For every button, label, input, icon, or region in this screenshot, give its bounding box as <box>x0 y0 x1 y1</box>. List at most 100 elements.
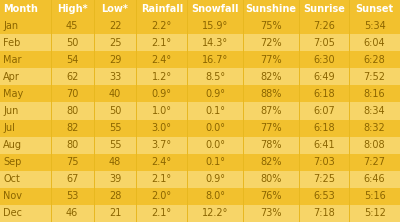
Text: 2.4°: 2.4° <box>152 157 172 167</box>
Bar <box>0 68 400 85</box>
Text: 46: 46 <box>66 208 78 218</box>
Text: Aug: Aug <box>3 140 22 150</box>
Text: 3.0°: 3.0° <box>152 123 172 133</box>
Text: 5:12: 5:12 <box>364 208 386 218</box>
Text: 0.0°: 0.0° <box>205 140 225 150</box>
Text: 53: 53 <box>66 191 78 201</box>
Bar <box>0 17 400 34</box>
Text: 5:34: 5:34 <box>364 21 386 31</box>
Text: 2.1°: 2.1° <box>152 208 172 218</box>
Text: 0.9°: 0.9° <box>205 89 225 99</box>
Text: 8:34: 8:34 <box>364 106 386 116</box>
Text: Snowfall: Snowfall <box>191 4 239 14</box>
Bar <box>0 154 400 171</box>
Text: 0.0°: 0.0° <box>205 123 225 133</box>
Text: 73%: 73% <box>260 208 282 218</box>
Text: 77%: 77% <box>260 123 282 133</box>
Text: 82%: 82% <box>260 72 282 82</box>
Text: 22: 22 <box>109 21 121 31</box>
Text: 54: 54 <box>66 55 78 65</box>
Text: 6:41: 6:41 <box>313 140 335 150</box>
Text: 28: 28 <box>109 191 121 201</box>
Text: 7:25: 7:25 <box>313 174 335 184</box>
Text: 7:52: 7:52 <box>364 72 386 82</box>
Bar <box>0 34 400 51</box>
Text: 39: 39 <box>109 174 121 184</box>
Text: Oct: Oct <box>3 174 20 184</box>
Text: 0.9°: 0.9° <box>152 89 172 99</box>
Text: 1.2°: 1.2° <box>152 72 172 82</box>
Text: 6:28: 6:28 <box>364 55 386 65</box>
Text: 8:16: 8:16 <box>364 89 386 99</box>
Bar <box>0 119 400 137</box>
Text: 7:18: 7:18 <box>313 208 335 218</box>
Text: 6:53: 6:53 <box>313 191 335 201</box>
Text: Nov: Nov <box>3 191 22 201</box>
Text: 70: 70 <box>66 89 78 99</box>
Text: 7:27: 7:27 <box>364 157 386 167</box>
Bar <box>0 85 400 103</box>
Text: 55: 55 <box>109 140 121 150</box>
Text: 12.2°: 12.2° <box>202 208 228 218</box>
Bar <box>0 51 400 68</box>
Text: 62: 62 <box>66 72 78 82</box>
Text: 33: 33 <box>109 72 121 82</box>
Bar <box>0 137 400 154</box>
Text: 25: 25 <box>109 38 121 48</box>
Text: 88%: 88% <box>260 89 282 99</box>
Text: Feb: Feb <box>3 38 20 48</box>
Text: 75: 75 <box>66 157 78 167</box>
Text: 16.7°: 16.7° <box>202 55 228 65</box>
Text: Rainfall: Rainfall <box>141 4 183 14</box>
Text: High*: High* <box>57 4 88 14</box>
Text: 87%: 87% <box>260 106 282 116</box>
Text: 6:30: 6:30 <box>313 55 335 65</box>
Text: 6:46: 6:46 <box>364 174 386 184</box>
Text: 7:05: 7:05 <box>313 38 335 48</box>
Text: 8:08: 8:08 <box>364 140 386 150</box>
Text: Sunrise: Sunrise <box>303 4 345 14</box>
Text: 78%: 78% <box>260 140 282 150</box>
Text: 6:18: 6:18 <box>313 89 335 99</box>
Text: Apr: Apr <box>3 72 20 82</box>
Text: 7:26: 7:26 <box>313 21 335 31</box>
Text: 15.9°: 15.9° <box>202 21 228 31</box>
Text: 80: 80 <box>66 106 78 116</box>
Text: 82: 82 <box>66 123 78 133</box>
Text: 29: 29 <box>109 55 121 65</box>
Text: Jan: Jan <box>3 21 18 31</box>
Text: Jun: Jun <box>3 106 18 116</box>
Text: 0.1°: 0.1° <box>205 157 225 167</box>
Text: Jul: Jul <box>3 123 15 133</box>
Text: 72%: 72% <box>260 38 282 48</box>
Text: 3.7°: 3.7° <box>152 140 172 150</box>
Text: 2.1°: 2.1° <box>152 174 172 184</box>
Text: 67: 67 <box>66 174 78 184</box>
Text: 6:49: 6:49 <box>313 72 335 82</box>
Text: Dec: Dec <box>3 208 22 218</box>
Bar <box>0 188 400 205</box>
Text: 80%: 80% <box>260 174 282 184</box>
Text: 14.3°: 14.3° <box>202 38 228 48</box>
Text: Month: Month <box>3 4 38 14</box>
Text: 50: 50 <box>109 106 121 116</box>
Text: 2.2°: 2.2° <box>152 21 172 31</box>
Text: 21: 21 <box>109 208 121 218</box>
Text: 77%: 77% <box>260 55 282 65</box>
Bar <box>0 103 400 119</box>
Text: 1.0°: 1.0° <box>152 106 172 116</box>
Text: 8.5°: 8.5° <box>205 72 225 82</box>
Text: 82%: 82% <box>260 157 282 167</box>
Text: 2.0°: 2.0° <box>152 191 172 201</box>
Text: 6:18: 6:18 <box>313 123 335 133</box>
Text: 6:07: 6:07 <box>313 106 335 116</box>
Text: 75%: 75% <box>260 21 282 31</box>
Text: 6:04: 6:04 <box>364 38 386 48</box>
Text: 40: 40 <box>109 89 121 99</box>
Text: 50: 50 <box>66 38 78 48</box>
Text: 0.9°: 0.9° <box>205 174 225 184</box>
Text: Mar: Mar <box>3 55 22 65</box>
Text: 5:16: 5:16 <box>364 191 386 201</box>
Text: 45: 45 <box>66 21 78 31</box>
Bar <box>0 0 400 17</box>
